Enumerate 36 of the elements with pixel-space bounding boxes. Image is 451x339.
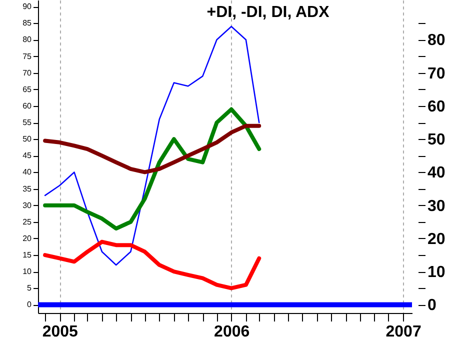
y2-tick-label: 10 bbox=[428, 264, 446, 282]
x-tick-label: 2006 bbox=[214, 324, 250, 339]
y-tick-label: 90 bbox=[22, 2, 32, 12]
y-tick-label: 80 bbox=[22, 35, 32, 44]
y2-tick-label: 30 bbox=[428, 198, 446, 215]
y-tick-label: 20 bbox=[22, 234, 32, 243]
y-tick-label: 25 bbox=[22, 217, 32, 226]
y-tick-label: 15 bbox=[22, 250, 32, 260]
y-tick-label: 50 bbox=[22, 134, 32, 144]
y-tick-label: 70 bbox=[22, 68, 32, 78]
y-tick-label: 55 bbox=[22, 118, 32, 128]
y2-tick-label: 70 bbox=[428, 65, 446, 82]
chart-title: +DI, -DI, DI, ADX bbox=[206, 4, 330, 21]
y2-tick-label: 20 bbox=[428, 230, 446, 248]
y-tick-label: 40 bbox=[22, 168, 32, 177]
y2-tick-label: 40 bbox=[428, 164, 446, 182]
y-tick-label: 85 bbox=[22, 18, 32, 28]
line-series bbox=[44, 26, 260, 266]
line-series bbox=[43, 107, 262, 231]
line-series bbox=[43, 124, 262, 174]
y-tick-label: 10 bbox=[22, 267, 32, 276]
y2-tick-label: 50 bbox=[428, 132, 446, 149]
y-tick-label: 0 bbox=[27, 300, 32, 310]
y-tick-label: 35 bbox=[22, 184, 32, 194]
y-tick-label: 75 bbox=[22, 52, 32, 61]
y2-tick-label: 60 bbox=[428, 98, 446, 116]
x-tick-label: 2005 bbox=[42, 324, 78, 339]
y-tick-label: 5 bbox=[27, 284, 32, 293]
y2-tick-label: 0 bbox=[428, 297, 436, 314]
y-tick-label: 60 bbox=[22, 101, 32, 110]
y-tick-label: 30 bbox=[22, 200, 32, 210]
line-series bbox=[43, 240, 262, 290]
x-tick-label: 2007 bbox=[386, 324, 422, 339]
y2-tick-label: 80 bbox=[428, 32, 446, 50]
y-tick-label: 45 bbox=[22, 151, 32, 160]
y-tick-label: 65 bbox=[22, 84, 32, 94]
